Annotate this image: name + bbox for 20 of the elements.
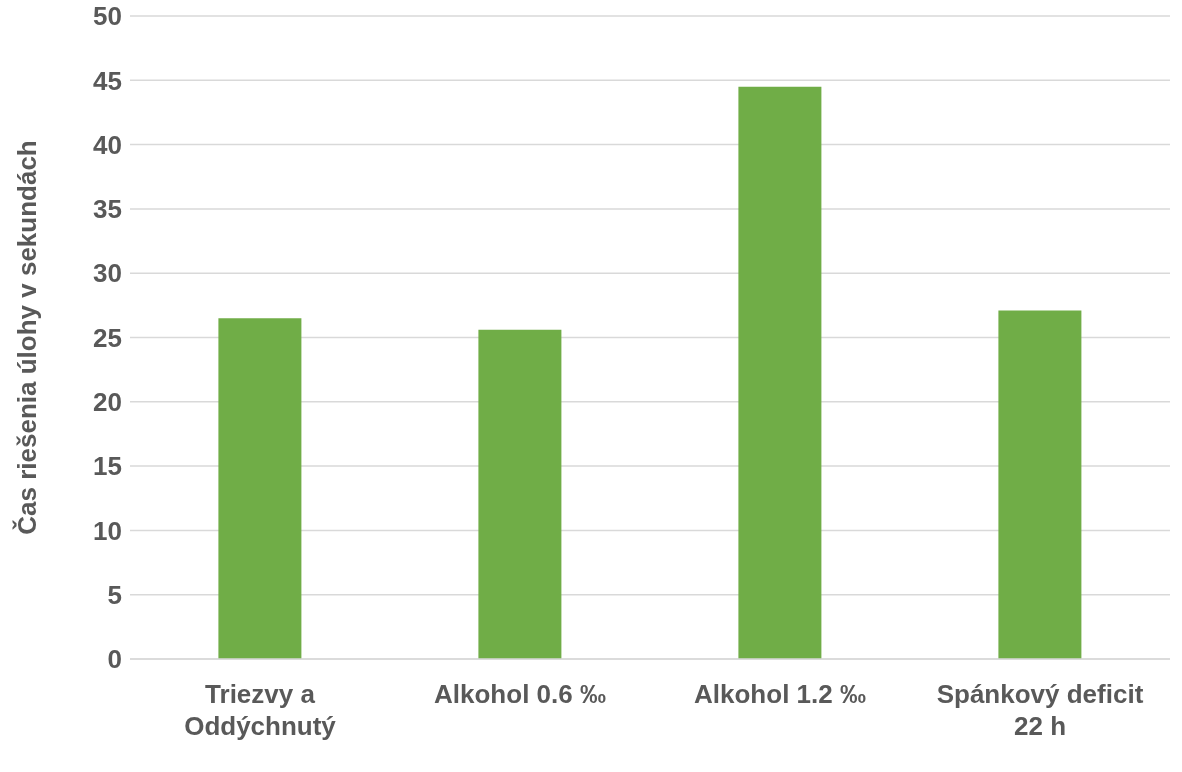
- bar: [478, 329, 562, 659]
- y-tick-label: 5: [107, 579, 122, 610]
- x-tick-label: Alkohol 0.6 ‰: [434, 679, 606, 709]
- x-tick-label: Alkohol 1.2 ‰: [694, 679, 866, 709]
- x-tick-label: Spánkový deficit 22 h: [936, 679, 1144, 741]
- y-tick-label: 10: [93, 515, 122, 546]
- y-tick-label: 35: [93, 194, 122, 225]
- y-tick-label: 25: [93, 322, 122, 353]
- y-tick-label: 0: [107, 644, 122, 675]
- y-tick-label: 40: [93, 129, 122, 160]
- y-tick-label: 20: [93, 387, 122, 418]
- bar: [218, 318, 302, 659]
- bar: [998, 310, 1082, 659]
- x-tick-label: Triezvy a Oddýchnutý: [184, 679, 337, 741]
- y-axis-title: Čas riešenia úlohy v sekundách: [12, 140, 43, 535]
- y-tick-label: 30: [93, 258, 122, 289]
- y-tick-label: 45: [93, 65, 122, 96]
- bar: [738, 86, 822, 659]
- y-tick-label: 15: [93, 451, 122, 482]
- y-tick-label: 50: [93, 1, 122, 32]
